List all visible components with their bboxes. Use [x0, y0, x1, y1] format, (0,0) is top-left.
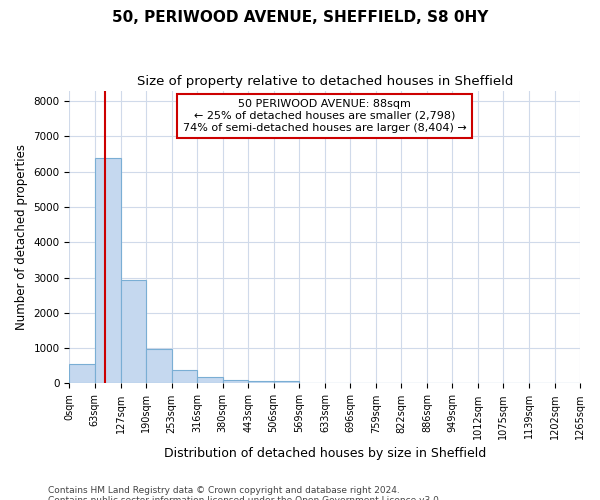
Bar	[70, 364, 95, 384]
Text: 50 PERIWOOD AVENUE: 88sqm
← 25% of detached houses are smaller (2,798)
74% of se: 50 PERIWOOD AVENUE: 88sqm ← 25% of detac…	[183, 100, 467, 132]
X-axis label: Distribution of detached houses by size in Sheffield: Distribution of detached houses by size …	[164, 447, 486, 460]
Title: Size of property relative to detached houses in Sheffield: Size of property relative to detached ho…	[137, 75, 513, 88]
Bar	[172, 370, 197, 384]
Bar	[95, 158, 121, 384]
Bar	[197, 378, 223, 384]
Bar	[146, 349, 172, 384]
Bar	[248, 380, 274, 384]
Text: Contains public sector information licensed under the Open Government Licence v3: Contains public sector information licen…	[48, 496, 442, 500]
Y-axis label: Number of detached properties: Number of detached properties	[15, 144, 28, 330]
Bar	[223, 380, 248, 384]
Bar	[121, 280, 146, 384]
Text: Contains HM Land Registry data © Crown copyright and database right 2024.: Contains HM Land Registry data © Crown c…	[48, 486, 400, 495]
Bar	[274, 380, 299, 384]
Text: 50, PERIWOOD AVENUE, SHEFFIELD, S8 0HY: 50, PERIWOOD AVENUE, SHEFFIELD, S8 0HY	[112, 10, 488, 25]
